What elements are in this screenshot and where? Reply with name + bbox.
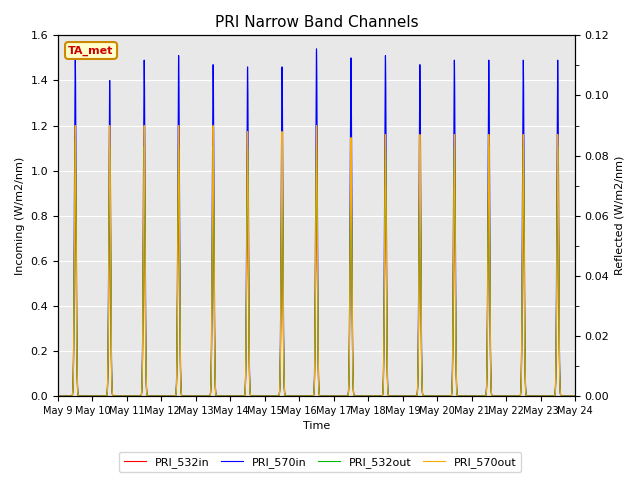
PRI_570in (228, 393, 236, 399)
PRI_570in (313, 46, 321, 52)
Legend: PRI_532in, PRI_570in, PRI_532out, PRI_570out: PRI_532in, PRI_570in, PRI_532out, PRI_57… (119, 452, 521, 472)
PRI_532in (454, 393, 461, 399)
PRI_570in (454, 393, 461, 399)
PRI_532in (109, 393, 116, 399)
PRI_570in (413, 393, 420, 399)
PRI_570out (109, 393, 116, 399)
PRI_570out (304, 393, 312, 399)
PRI_570in (303, 393, 311, 399)
PRI_532out (454, 393, 461, 399)
PRI_570in (109, 393, 116, 398)
PRI_532out (54, 393, 62, 399)
PRI_570out (54, 393, 62, 399)
PRI_570in (571, 393, 579, 399)
PRI_532out (413, 393, 420, 399)
Y-axis label: Incoming (W/m2/nm): Incoming (W/m2/nm) (15, 156, 25, 275)
PRI_532in (116, 393, 124, 399)
PRI_570out (571, 393, 579, 399)
PRI_570in (54, 393, 62, 399)
PRI_532out (571, 393, 579, 399)
PRI_532out (304, 393, 312, 399)
PRI_570out (228, 393, 236, 399)
Text: TA_met: TA_met (68, 46, 114, 56)
PRI_532in (228, 393, 236, 399)
PRI_532in (413, 393, 420, 399)
PRI_532in (72, 168, 79, 173)
Line: PRI_532out: PRI_532out (58, 141, 575, 396)
PRI_570out (413, 393, 420, 399)
Line: PRI_570in: PRI_570in (58, 49, 575, 396)
X-axis label: Time: Time (303, 421, 330, 432)
PRI_570out (72, 123, 79, 129)
PRI_532out (72, 138, 79, 144)
PRI_570out (454, 393, 461, 399)
PRI_532out (228, 393, 236, 399)
PRI_532in (54, 393, 62, 399)
PRI_532in (571, 393, 579, 399)
PRI_532out (116, 393, 124, 399)
Title: PRI Narrow Band Channels: PRI Narrow Band Channels (214, 15, 419, 30)
Line: PRI_570out: PRI_570out (58, 126, 575, 396)
Y-axis label: Reflected (W/m2/nm): Reflected (W/m2/nm) (615, 156, 625, 276)
PRI_570out (116, 393, 124, 399)
PRI_532out (109, 393, 116, 399)
Line: PRI_532in: PRI_532in (58, 170, 575, 396)
PRI_570in (116, 393, 124, 399)
PRI_532in (304, 393, 312, 399)
